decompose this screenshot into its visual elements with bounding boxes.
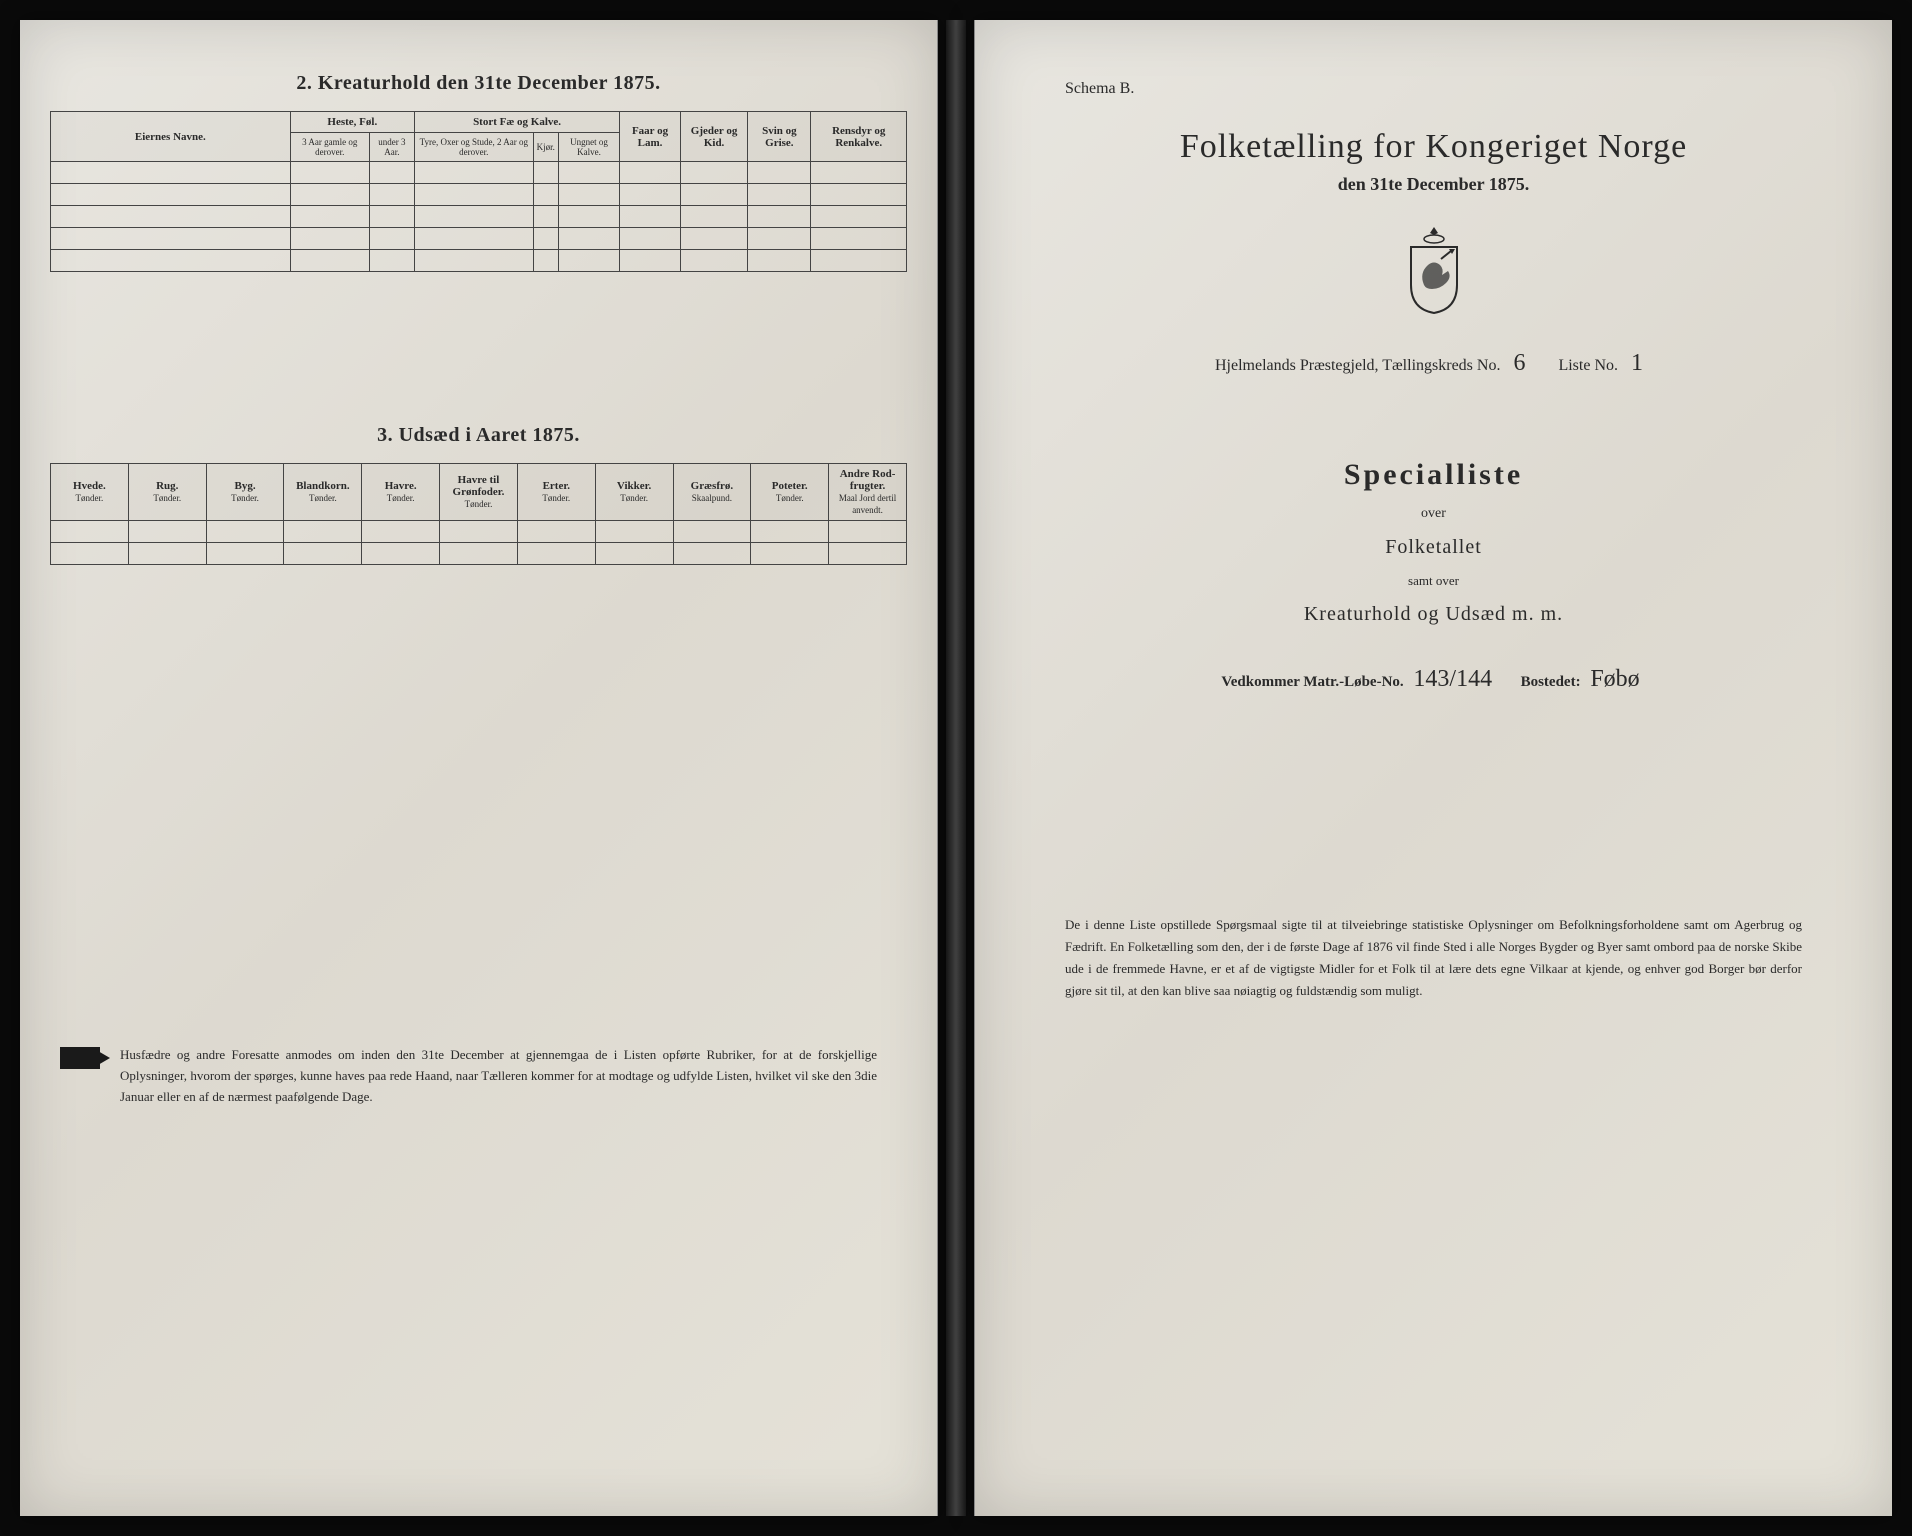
livestock-table: Eiernes Navne. Heste, Føl. Stort Fæ og K… — [50, 111, 907, 272]
col-havre: Havre.Tønder. — [362, 464, 440, 521]
footnote-block: Husfædre og andre Foresatte anmodes om i… — [50, 1045, 907, 1107]
col-erter: Erter.Tønder. — [517, 464, 595, 521]
liste-number: 1 — [1622, 350, 1652, 378]
book-spine — [946, 20, 966, 1516]
col-byg: Byg.Tønder. — [206, 464, 284, 521]
col-cattle-group: Stort Fæ og Kalve. — [414, 112, 619, 133]
livestock-rows — [51, 162, 907, 272]
pointing-hand-icon — [60, 1047, 100, 1069]
col-cattle-b: Kjør. — [533, 133, 558, 162]
left-page: 2. Kreaturhold den 31te December 1875. E… — [20, 20, 938, 1516]
parish-line: Hjelmelands Præstegjeld, Tællingskreds N… — [1005, 350, 1862, 378]
col-rug: Rug.Tønder. — [128, 464, 206, 521]
samt-label: samt over — [1005, 573, 1862, 589]
bostedet-value: Føbø — [1584, 666, 1645, 694]
col-reindeer: Rensdyr og Renkalve. — [811, 112, 907, 162]
kreatur-label: Kreaturhold og Udsæd m. m. — [1005, 603, 1862, 626]
col-vikker: Vikker.Tønder. — [595, 464, 673, 521]
sowing-header-row: Hvede.Tønder. Rug.Tønder. Byg.Tønder. Bl… — [51, 464, 907, 521]
col-horses-group: Heste, Føl. — [290, 112, 414, 133]
section2-title: 2. Kreaturhold den 31te December 1875. — [50, 72, 907, 95]
col-horses-a: 3 Aar gamle og derover. — [290, 133, 369, 162]
col-horses-b: under 3 Aar. — [369, 133, 414, 162]
matr-label: Vedkommer Matr.-Løbe-No. — [1221, 674, 1403, 690]
bostedet-label: Bostedet: — [1521, 674, 1581, 690]
matr-line: Vedkommer Matr.-Løbe-No. 143/144 Bostede… — [1005, 666, 1862, 694]
liste-label: Liste No. — [1558, 357, 1618, 374]
col-cattle-c: Ungnet og Kalve. — [558, 133, 619, 162]
main-subtitle: den 31te December 1875. — [1005, 174, 1862, 195]
bottom-paragraph: De i denne Liste opstillede Spørgsmaal s… — [1005, 914, 1862, 1002]
col-hvede: Hvede.Tønder. — [51, 464, 129, 521]
col-poteter: Poteter.Tønder. — [751, 464, 829, 521]
coat-of-arms-icon — [1005, 225, 1862, 320]
right-page: Schema B. Folketælling for Kongeriget No… — [974, 20, 1892, 1516]
col-blandkorn: Blandkorn.Tønder. — [284, 464, 362, 521]
col-andre: Andre Rod-frugter.Maal Jord dertil anven… — [829, 464, 907, 521]
over-label: over — [1005, 506, 1862, 522]
matr-number: 143/144 — [1407, 666, 1498, 694]
col-graesfro: Græsfrø.Skaalpund. — [673, 464, 751, 521]
specialliste-title: Specialliste — [1005, 458, 1862, 492]
sowing-table: Hvede.Tønder. Rug.Tønder. Byg.Tønder. Bl… — [50, 463, 907, 565]
sowing-rows — [51, 521, 907, 565]
col-havre-gron: Havre til Grønfoder.Tønder. — [440, 464, 518, 521]
main-title: Folketælling for Kongeriget Norge — [1005, 128, 1862, 166]
book-spread: 2. Kreaturhold den 31te December 1875. E… — [20, 20, 1892, 1516]
col-goats: Gjeder og Kid. — [680, 112, 747, 162]
col-sheep: Faar og Lam. — [620, 112, 681, 162]
kreds-number: 6 — [1504, 350, 1534, 378]
schema-label: Schema B. — [1065, 80, 1862, 98]
footnote-text: Husfædre og andre Foresatte anmodes om i… — [120, 1047, 877, 1104]
col-owner-name: Eiernes Navne. — [51, 112, 291, 162]
col-cattle-a: Tyre, Oxer og Stude, 2 Aar og derover. — [414, 133, 533, 162]
col-swine: Svin og Grise. — [748, 112, 811, 162]
folketallet-label: Folketallet — [1005, 536, 1862, 559]
section3-title: 3. Udsæd i Aaret 1875. — [50, 424, 907, 447]
parish-prefix: Hjelmelands Præstegjeld, Tællingskreds N… — [1215, 357, 1500, 374]
